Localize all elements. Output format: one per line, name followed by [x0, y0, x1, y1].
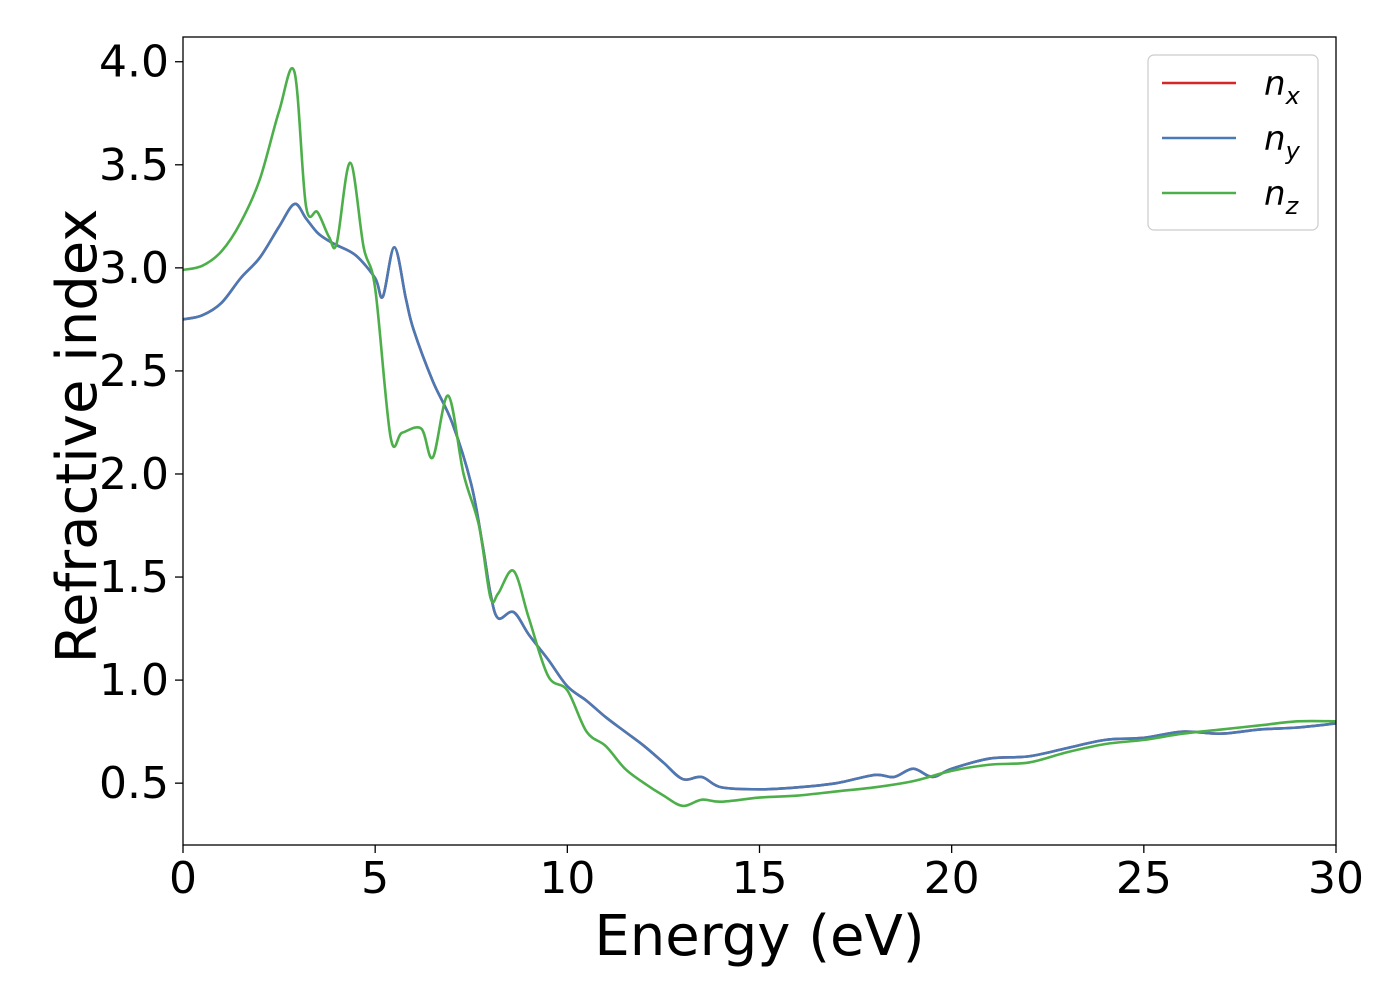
legend-label-subscript: x	[1285, 82, 1301, 110]
legend-label-main: n	[1264, 119, 1286, 159]
legend-box	[1147, 54, 1319, 231]
legend-label-n-y: ny	[1264, 119, 1301, 165]
y-tick-label: 4.0	[99, 37, 169, 88]
y-tick-label: 1.5	[99, 552, 169, 603]
x-tick-label: 15	[732, 853, 788, 904]
x-tick-label: 25	[1116, 853, 1172, 904]
legend-label-main: n	[1264, 64, 1286, 104]
x-axis-ticks: 0 5 10 15 20 25 30	[169, 845, 1364, 904]
y-axis-title: Refractive index	[45, 209, 110, 664]
y-tick-label: 1.0	[99, 655, 169, 706]
x-tick-label: 20	[924, 853, 980, 904]
y-tick-label: 2.0	[99, 449, 169, 500]
series-layer	[182, 67, 1337, 808]
series-line-n-z	[182, 67, 1337, 808]
legend-label-n-z: nz	[1264, 174, 1300, 220]
y-tick-label: 3.0	[99, 243, 169, 294]
legend-label-subscript: y	[1285, 137, 1301, 165]
x-tick-label: 30	[1308, 853, 1364, 904]
x-axis-title: Energy (eV)	[594, 904, 924, 969]
series-line-n-y	[182, 202, 1337, 791]
x-tick-label: 10	[539, 853, 595, 904]
y-axis-ticks: 0.5 1.0 1.5 2.0 2.5 3.0 3.5 4.0	[99, 37, 183, 809]
x-tick-label: 0	[169, 853, 197, 904]
legend-label-n-x: nx	[1264, 64, 1301, 110]
legend-label-subscript: z	[1285, 192, 1300, 220]
x-tick-label: 5	[361, 853, 389, 904]
y-tick-label: 2.5	[99, 346, 169, 397]
y-tick-label: 3.5	[99, 140, 169, 191]
legend-label-main: n	[1264, 174, 1286, 214]
y-tick-label: 0.5	[99, 758, 169, 809]
